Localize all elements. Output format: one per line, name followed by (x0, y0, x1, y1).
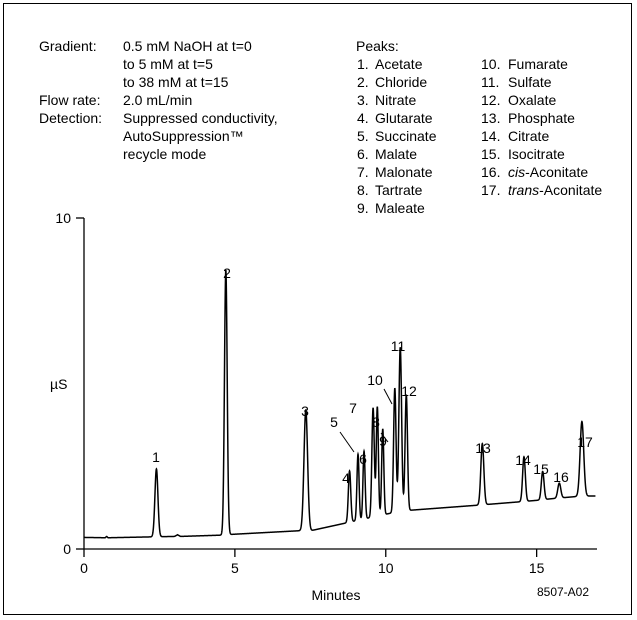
peak-label-11: 11 (391, 338, 406, 354)
detection-line-2: AutoSuppression™ (123, 128, 244, 144)
legend-item-number: 17. (481, 182, 501, 198)
gradient-line-3: to 38 mM at t=15 (123, 74, 229, 90)
x-tick-label: 5 (231, 560, 239, 576)
legend-item-name: Glutarate (375, 110, 433, 126)
peak-label-15: 15 (533, 461, 549, 477)
y-axis-label: µS (50, 376, 67, 392)
legend-item-number: 6. (357, 146, 369, 162)
legend-item-name: Sulfate (508, 74, 552, 90)
legend-item-number: 1. (357, 56, 369, 72)
flow-rate-label: Flow rate: (39, 92, 101, 108)
legend-item-number: 5. (357, 128, 369, 144)
legend-item-number: 9. (357, 200, 369, 216)
peak-10-leader (383, 388, 393, 405)
peak-label-17: 17 (577, 434, 593, 450)
chromatogram-trace (83, 269, 596, 539)
detection-label: Detection: (39, 110, 103, 126)
gradient-line-2: to 5 mM at t=5 (123, 56, 213, 72)
legend-item-number: 14. (481, 128, 501, 144)
peak-label-8: 8 (372, 414, 380, 430)
legend-item-name: Malate (375, 146, 418, 162)
legend-item-name: Malonate (375, 164, 433, 180)
legend-item-number: 3. (357, 92, 369, 108)
peak-5-leader (339, 431, 355, 453)
peak-label-6: 6 (359, 451, 367, 467)
figure-id: 8507-A02 (537, 585, 589, 599)
gradient-line-1: 0.5 mM NaOH at t=0 (123, 38, 252, 54)
legend-item-name: Tartrate (375, 182, 423, 198)
y-tick-label: 0 (63, 541, 71, 557)
legend-item-number: 8. (357, 182, 369, 198)
legend-item-number: 7. (357, 164, 369, 180)
peak-label-12: 12 (401, 383, 417, 399)
legend-item-name: Fumarate (508, 56, 568, 72)
peak-label-9: 9 (379, 433, 387, 449)
legend-item-number: 13. (481, 110, 501, 126)
peak-label-14: 14 (515, 452, 531, 468)
x-axis-label: Minutes (311, 587, 360, 603)
peak-label-3: 3 (301, 403, 309, 419)
legend-item-name: cis-Aconitate (508, 164, 589, 180)
legend-item-name: Isocitrate (508, 146, 565, 162)
legend-item-name: Acetate (375, 56, 423, 72)
peak-label-2: 2 (223, 265, 231, 281)
gradient-label: Gradient: (39, 38, 97, 54)
legend-item-number: 11. (481, 74, 500, 90)
y-tick-label: 10 (55, 210, 71, 226)
peak-label-10: 10 (367, 372, 383, 388)
legend-item-number: 15. (481, 146, 501, 162)
legend-item-name: Succinate (375, 128, 437, 144)
peak-label-5: 5 (330, 414, 338, 430)
peak-label-1: 1 (152, 449, 160, 465)
legend-item-name: Oxalate (508, 92, 557, 108)
peak-label-7: 7 (349, 400, 357, 416)
legend-item-name: Nitrate (375, 92, 417, 108)
detection-line-1: Suppressed conductivity, (123, 110, 278, 126)
peak-label-16: 16 (553, 469, 569, 485)
legend-item-name: Chloride (375, 74, 428, 90)
flow-rate-value: 2.0 mL/min (123, 92, 193, 108)
figure-frame (3, 3, 632, 615)
legend-item-number: 12. (481, 92, 501, 108)
peaks-legend-title: Peaks: (356, 38, 399, 54)
legend-item-name: Citrate (508, 128, 550, 144)
peak-8-leader (380, 432, 389, 443)
detection-line-3: recycle mode (123, 146, 207, 162)
legend-item-number: 4. (357, 110, 369, 126)
peak-label-4: 4 (342, 470, 350, 486)
legend-item-number: 16. (481, 164, 501, 180)
x-tick-label: 15 (529, 560, 545, 576)
legend-item-number: 10. (481, 56, 501, 72)
x-tick-label: 10 (378, 560, 394, 576)
legend-item-name: trans-Aconitate (508, 182, 603, 198)
peak-label-13: 13 (475, 440, 491, 456)
legend-item-name: Maleate (375, 200, 425, 216)
legend-item-name: Phosphate (508, 110, 575, 126)
x-tick-label: 0 (80, 560, 88, 576)
legend-item-number: 2. (357, 74, 369, 90)
